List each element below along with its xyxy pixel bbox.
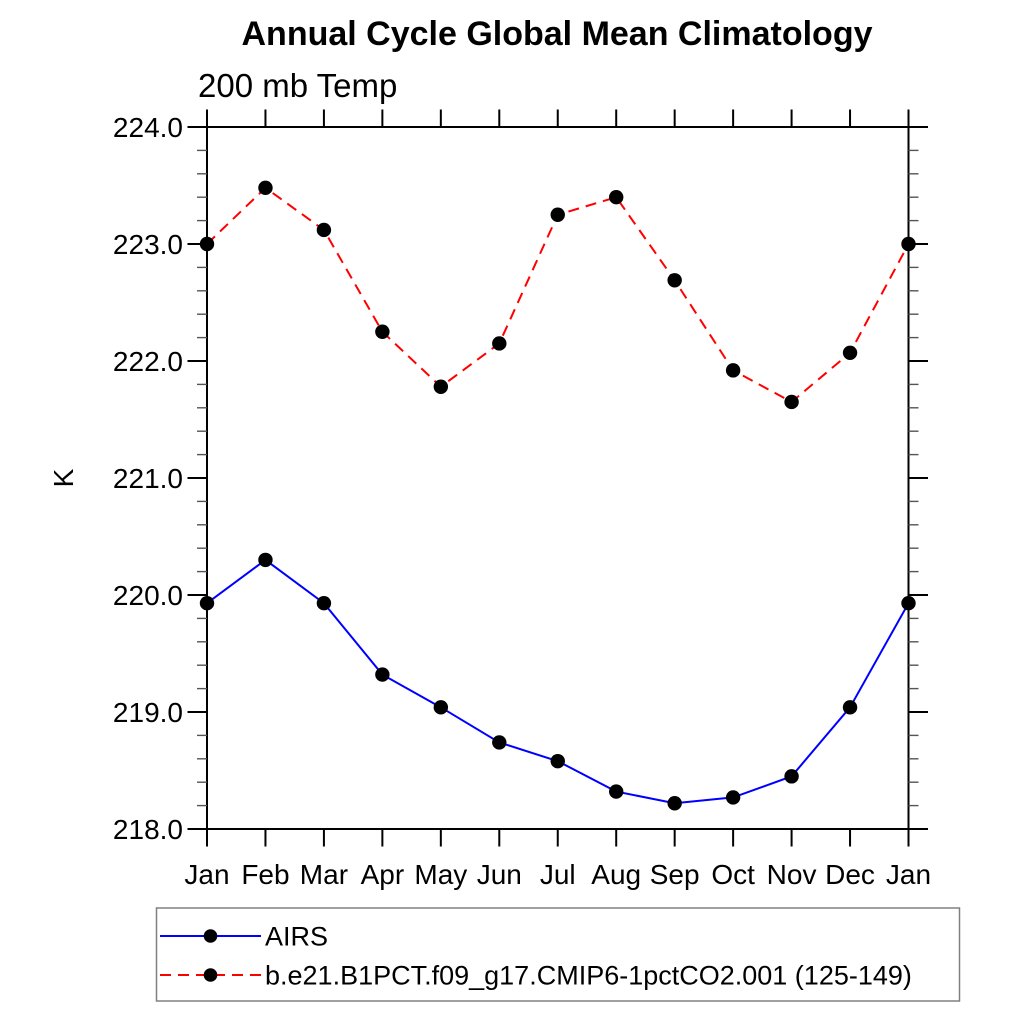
y-tick-label: 224.0 [113, 112, 183, 143]
series-marker [492, 336, 507, 351]
x-tick-label: Feb [241, 859, 289, 890]
legend-marker [203, 929, 218, 943]
x-tick-label: Sep [650, 859, 700, 890]
series-marker [609, 784, 624, 799]
legend-entry: AIRS [160, 922, 328, 952]
series-marker [842, 345, 858, 361]
y-tick-label: 222.0 [113, 346, 183, 377]
y-tick-label: 223.0 [113, 229, 183, 260]
series-marker [258, 552, 273, 568]
x-tick-label: Dec [825, 859, 875, 890]
x-tick-label: Jan [886, 859, 931, 890]
x-tick-label: May [414, 859, 467, 890]
y-tick-label: 220.0 [113, 580, 183, 611]
series-marker [725, 790, 741, 805]
x-tick-label: Jul [540, 859, 576, 890]
series-marker [667, 796, 682, 811]
legend-label: b.e21.B1PCT.f09_g17.CMIP6-1pctCO2.001 (1… [265, 961, 912, 991]
chart-subtitle: 200 mb Temp [198, 67, 397, 104]
series-marker [199, 595, 215, 611]
series-marker [258, 180, 273, 196]
data-series [199, 180, 916, 811]
series-marker [550, 207, 565, 222]
series-marker [784, 769, 799, 784]
series-marker [550, 753, 565, 769]
y-tick-labels: 218.0 219.0 220.0 221.0 222.0 223.0 224.0 [113, 112, 183, 845]
series-marker [609, 190, 624, 205]
plot-axes [187, 109, 928, 847]
series-marker [199, 236, 215, 252]
x-tick-label: Apr [361, 859, 405, 890]
series-marker [784, 394, 799, 410]
legend-marker [203, 968, 218, 982]
series-marker [842, 700, 858, 715]
x-tick-label: Oct [711, 859, 755, 890]
x-tick-label: Mar [300, 859, 348, 890]
chart-title: Annual Cycle Global Mean Climatology [242, 15, 873, 53]
series-marker [433, 379, 449, 394]
series-marker [667, 273, 682, 288]
series-marker [316, 222, 332, 238]
y-tick-label: 218.0 [113, 814, 183, 845]
x-tick-label: Nov [767, 859, 817, 890]
series [199, 180, 916, 410]
legend-label: AIRS [265, 922, 328, 952]
y-tick-label: 221.0 [113, 463, 183, 494]
series-marker [901, 236, 916, 252]
legend-box [155, 907, 961, 1002]
legend: AIRS b.e21.B1PCT.f09_g17.CMIP6-1pctCO2.00… [155, 907, 961, 1002]
x-tick-labels: Jan Feb Mar Apr May Jun Jul Aug Sep Oct Nov Dec Jan [184, 859, 931, 890]
x-tick-label: Jan [184, 859, 229, 890]
series-marker [492, 735, 507, 750]
y-axis-label: K [48, 468, 79, 487]
x-tick-label: Jun [477, 859, 522, 890]
x-tick-label: Aug [591, 859, 641, 890]
series-marker [725, 363, 741, 378]
series-marker [316, 595, 332, 611]
series-marker [375, 667, 390, 682]
legend-entry: b.e21.B1PCT.f09_g17.CMIP6-1pctCO2.001 (1… [160, 961, 912, 991]
series [199, 552, 916, 811]
series-marker [901, 595, 916, 611]
series-marker [433, 700, 449, 715]
y-tick-label: 219.0 [113, 697, 183, 728]
plot-frame [206, 126, 910, 830]
series-marker [375, 324, 390, 339]
